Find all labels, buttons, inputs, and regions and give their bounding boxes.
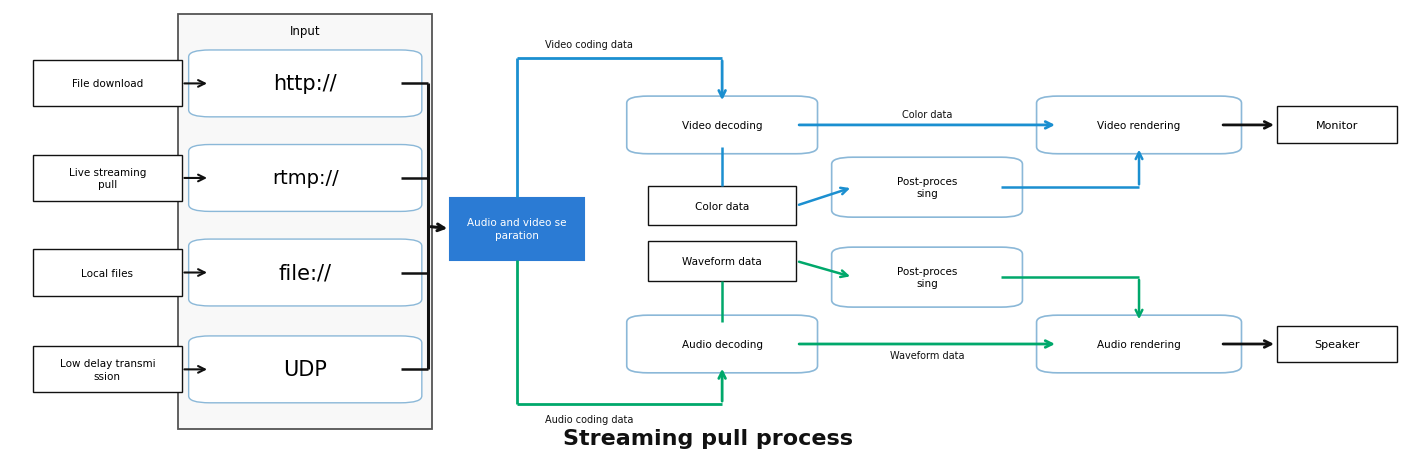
FancyBboxPatch shape	[188, 51, 422, 118]
Text: Streaming pull process: Streaming pull process	[564, 428, 852, 448]
Text: Color data: Color data	[695, 201, 749, 211]
FancyBboxPatch shape	[831, 158, 1022, 218]
FancyBboxPatch shape	[649, 187, 796, 226]
Text: Video decoding: Video decoding	[683, 121, 762, 131]
Text: Audio rendering: Audio rendering	[1097, 339, 1181, 349]
FancyBboxPatch shape	[33, 347, 181, 393]
Text: Video coding data: Video coding data	[545, 40, 633, 50]
FancyBboxPatch shape	[649, 242, 796, 281]
FancyBboxPatch shape	[627, 97, 817, 155]
Text: Audio decoding: Audio decoding	[681, 339, 763, 349]
Text: Monitor: Monitor	[1315, 121, 1358, 131]
FancyBboxPatch shape	[1037, 97, 1242, 155]
Text: Post-proces
sing: Post-proces sing	[896, 176, 957, 199]
FancyBboxPatch shape	[33, 156, 181, 201]
Text: UDP: UDP	[283, 360, 327, 380]
FancyBboxPatch shape	[1277, 107, 1398, 144]
FancyBboxPatch shape	[188, 239, 422, 307]
Text: Live streaming
pull: Live streaming pull	[69, 168, 146, 190]
Text: Speaker: Speaker	[1314, 339, 1359, 349]
FancyBboxPatch shape	[1037, 315, 1242, 373]
Text: Color data: Color data	[902, 110, 952, 120]
FancyBboxPatch shape	[188, 145, 422, 212]
Text: Input: Input	[290, 25, 320, 38]
Text: rtmp://: rtmp://	[272, 169, 338, 188]
FancyBboxPatch shape	[831, 248, 1022, 307]
Text: Local files: Local files	[81, 268, 133, 278]
Bar	[178, 15, 432, 429]
Text: Low delay transmi
ssion: Low delay transmi ssion	[59, 358, 156, 381]
Text: Waveform data: Waveform data	[683, 257, 762, 266]
FancyBboxPatch shape	[33, 250, 181, 296]
Text: Post-proces
sing: Post-proces sing	[896, 266, 957, 289]
Text: http://: http://	[273, 74, 337, 94]
Text: Waveform data: Waveform data	[889, 350, 964, 360]
FancyBboxPatch shape	[188, 336, 422, 403]
Text: file://: file://	[279, 263, 331, 283]
FancyBboxPatch shape	[33, 61, 181, 107]
Text: File download: File download	[72, 79, 143, 89]
FancyBboxPatch shape	[450, 198, 585, 260]
FancyBboxPatch shape	[1277, 326, 1398, 363]
FancyBboxPatch shape	[627, 315, 817, 373]
Text: Audio coding data: Audio coding data	[545, 414, 633, 424]
Text: Video rendering: Video rendering	[1097, 121, 1181, 131]
Text: Audio and video se
paration: Audio and video se paration	[467, 218, 566, 240]
